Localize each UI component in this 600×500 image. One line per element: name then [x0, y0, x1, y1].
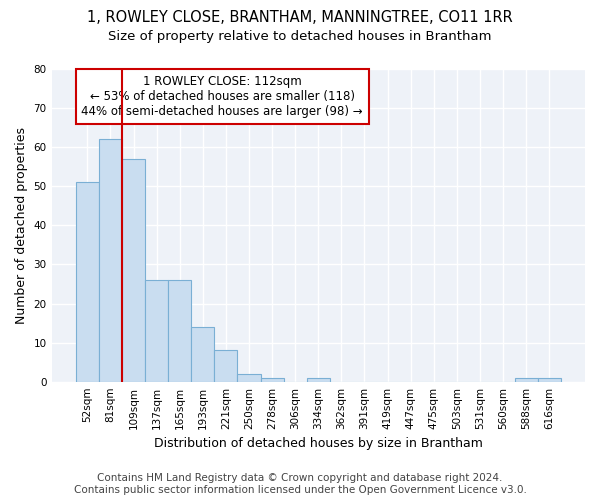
- Text: Contains HM Land Registry data © Crown copyright and database right 2024.
Contai: Contains HM Land Registry data © Crown c…: [74, 474, 526, 495]
- Bar: [122, 159, 145, 382]
- Bar: [191, 327, 214, 382]
- Bar: [307, 378, 330, 382]
- X-axis label: Distribution of detached houses by size in Brantham: Distribution of detached houses by size …: [154, 437, 483, 450]
- Bar: [238, 374, 260, 382]
- Bar: [538, 378, 561, 382]
- Text: 1 ROWLEY CLOSE: 112sqm
← 53% of detached houses are smaller (118)
44% of semi-de: 1 ROWLEY CLOSE: 112sqm ← 53% of detached…: [82, 76, 363, 118]
- Text: Size of property relative to detached houses in Brantham: Size of property relative to detached ho…: [108, 30, 492, 43]
- Bar: [214, 350, 238, 382]
- Bar: [76, 182, 99, 382]
- Bar: [145, 280, 168, 382]
- Bar: [515, 378, 538, 382]
- Bar: [168, 280, 191, 382]
- Bar: [260, 378, 284, 382]
- Bar: [99, 140, 122, 382]
- Text: 1, ROWLEY CLOSE, BRANTHAM, MANNINGTREE, CO11 1RR: 1, ROWLEY CLOSE, BRANTHAM, MANNINGTREE, …: [87, 10, 513, 25]
- Y-axis label: Number of detached properties: Number of detached properties: [15, 127, 28, 324]
